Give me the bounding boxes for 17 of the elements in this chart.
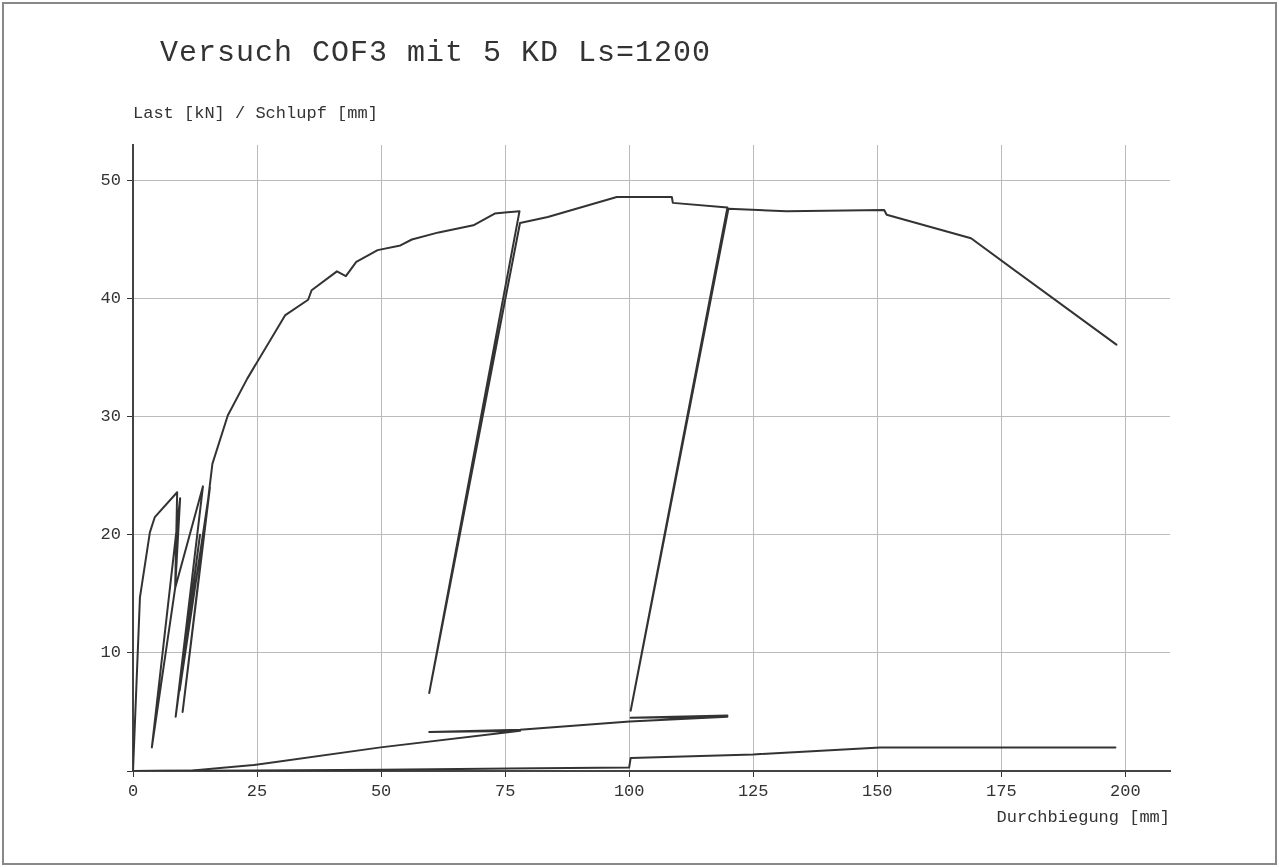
x-tick-label: 125 <box>737 781 769 801</box>
x-tick-label: 75 <box>494 781 516 801</box>
y-tick-label: 50 <box>100 170 121 190</box>
x-tick-label: 200 <box>1110 781 1141 801</box>
x-tick-label: 150 <box>861 781 893 801</box>
x-tick-label: 50 <box>370 781 392 801</box>
y-tick-label: 20 <box>100 525 121 545</box>
y-tick-label: 30 <box>100 407 121 427</box>
x-tick-label: 0 <box>127 781 139 801</box>
x-tick-label: 175 <box>986 781 1017 801</box>
chart-title: Versuch COF3 mit 5 KD Ls=1200 <box>160 36 712 70</box>
y-axis-title: Last [kN] / Schlupf [mm] <box>133 104 378 123</box>
y-tick-label: 10 <box>100 643 121 663</box>
x-tick-label: 100 <box>613 781 645 801</box>
x-axis-title: Durchbiegung [mm] <box>996 808 1170 827</box>
x-tick-label: 25 <box>246 781 268 801</box>
y-tick-label: 40 <box>100 289 121 309</box>
